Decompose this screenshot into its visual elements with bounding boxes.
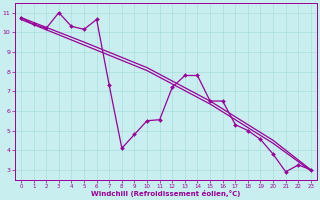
- X-axis label: Windchill (Refroidissement éolien,°C): Windchill (Refroidissement éolien,°C): [91, 190, 241, 197]
